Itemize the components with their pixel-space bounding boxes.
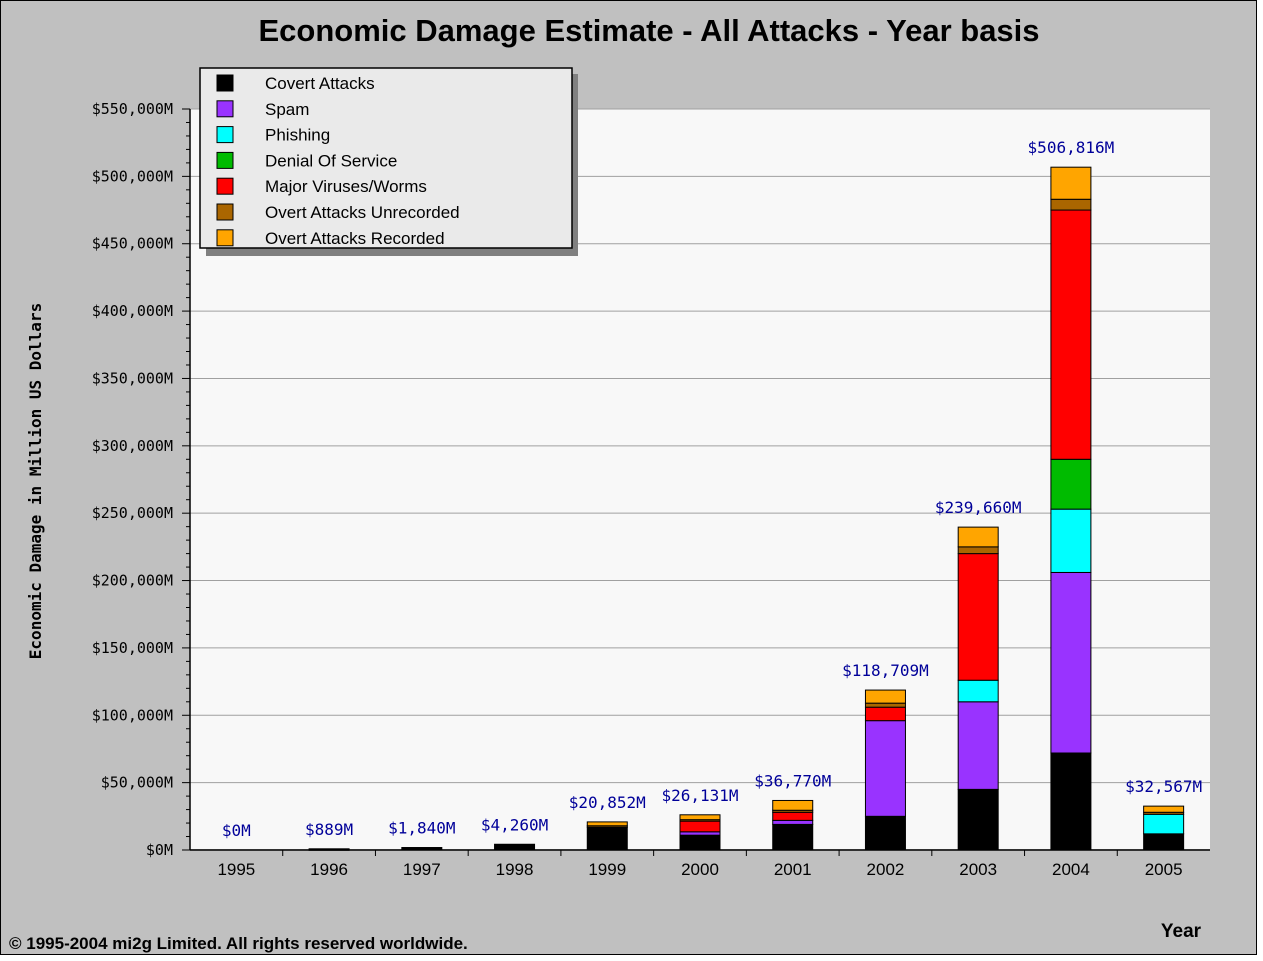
bar-total-label: $20,852M <box>569 793 646 812</box>
bar-segment <box>772 823 814 851</box>
legend-swatch <box>216 74 234 92</box>
bar-segment <box>494 843 536 851</box>
bar-segment <box>679 831 721 836</box>
bar-segment <box>957 701 999 790</box>
x-tick-label: 1998 <box>496 860 534 879</box>
bar-segment <box>772 811 814 821</box>
chart-title: Economic Damage Estimate - All Attacks -… <box>258 13 1039 48</box>
bar-segment <box>586 826 628 851</box>
bar-segment <box>864 720 906 817</box>
bar-segment <box>864 706 906 722</box>
bar-totals: $0M $889M $1,840M $4,260M $20,852M $26,131M $3… <box>222 138 1202 840</box>
bar-segment <box>957 546 999 555</box>
bar-segment <box>1050 571 1092 754</box>
bar-segment <box>957 553 999 681</box>
y-ticks: $0M $50,000M $100,000M $150,000M $200,000M $2… <box>92 100 190 859</box>
bar-total-label: $0M <box>222 821 251 840</box>
y-tick-label: $500,000M <box>92 167 173 185</box>
legend-label: Overt Attacks Unrecorded <box>265 203 460 222</box>
bar-total-label: $1,840M <box>388 819 455 838</box>
bar-segment <box>679 814 721 821</box>
legend-label: Spam <box>265 100 309 119</box>
bar-total-label: $118,709M <box>842 661 929 680</box>
y-axis-label: Economic Damage in Million US Dollars <box>26 303 45 659</box>
bar-segment <box>864 702 906 708</box>
y-tick-label: $350,000M <box>92 369 173 387</box>
legend: Covert Attacks Spam Phishing Denial Of Serv… <box>199 67 578 256</box>
bar-segment <box>586 821 628 827</box>
bar-segment <box>679 834 721 851</box>
bar-segment <box>864 815 906 851</box>
x-tick-label: 2005 <box>1145 860 1183 879</box>
bars <box>308 166 1185 851</box>
bar-segment <box>1050 752 1092 851</box>
x-tick-label: 2000 <box>681 860 719 879</box>
bar-segment <box>1050 508 1092 573</box>
bar-segment <box>1050 166 1092 200</box>
bar-total-label: $506,816M <box>1028 138 1115 157</box>
bar-segment <box>1050 458 1092 510</box>
bar-segment <box>957 526 999 548</box>
x-tick-label: 2003 <box>959 860 997 879</box>
bar-segment <box>1143 805 1185 813</box>
y-tick-label: $300,000M <box>92 437 173 455</box>
x-axis-label: Year <box>1161 921 1202 942</box>
y-tick-label: $450,000M <box>92 235 173 253</box>
x-tick-label: 1996 <box>310 860 348 879</box>
x-ticks: 1995 1996 1997 1998 1999 2000 2001 2002 2003 2004… <box>217 850 1183 879</box>
bar-total-label: $26,131M <box>661 786 738 805</box>
bar-total-label: $36,770M <box>754 771 831 790</box>
x-tick-label: 1995 <box>217 860 255 879</box>
legend-swatch <box>216 177 234 195</box>
bar-segment <box>1050 209 1092 460</box>
x-tick-label: 1997 <box>403 860 441 879</box>
bar-segment <box>1143 833 1185 851</box>
bar-segment <box>772 819 814 825</box>
legend-label: Covert Attacks <box>265 74 375 93</box>
y-tick-label: $400,000M <box>92 302 173 320</box>
bar-segment <box>679 820 721 833</box>
legend-swatch <box>216 229 234 247</box>
x-tick-label: 1999 <box>588 860 626 879</box>
copyright-notice: © 1995-2004 mi2g Limited. All rights res… <box>9 934 468 953</box>
x-tick-label: 2002 <box>867 860 905 879</box>
bar-segment <box>957 788 999 851</box>
y-tick-label: $150,000M <box>92 639 173 657</box>
bar-segment <box>1050 198 1092 211</box>
x-tick-label: 2001 <box>774 860 812 879</box>
legend-label: Denial Of Service <box>265 151 397 170</box>
bar-segment <box>772 799 814 811</box>
legend-label: Phishing <box>265 126 330 145</box>
bar-total-label: $889M <box>305 820 353 839</box>
legend-swatch <box>216 100 234 118</box>
y-tick-label: $100,000M <box>92 706 173 724</box>
legend-label: Overt Attacks Recorded <box>265 229 445 248</box>
legend-label: Major Viruses/Worms <box>265 177 427 196</box>
legend-swatch <box>216 151 234 169</box>
bar-total-label: $4,260M <box>481 815 548 834</box>
x-tick-label: 2004 <box>1052 860 1090 879</box>
legend-swatch <box>216 126 234 144</box>
y-tick-label: $250,000M <box>92 504 173 522</box>
legend-swatch <box>216 203 234 221</box>
bar-segment <box>1143 813 1185 835</box>
bar-segment <box>957 679 999 703</box>
bar-segment <box>864 689 906 704</box>
y-tick-label: $0M <box>146 841 173 859</box>
y-tick-label: $200,000M <box>92 572 173 590</box>
y-tick-label: $50,000M <box>101 774 173 792</box>
bar-total-label: $32,567M <box>1125 777 1202 796</box>
y-tick-label: $550,000M <box>92 100 173 118</box>
bar-total-label: $239,660M <box>935 498 1022 517</box>
